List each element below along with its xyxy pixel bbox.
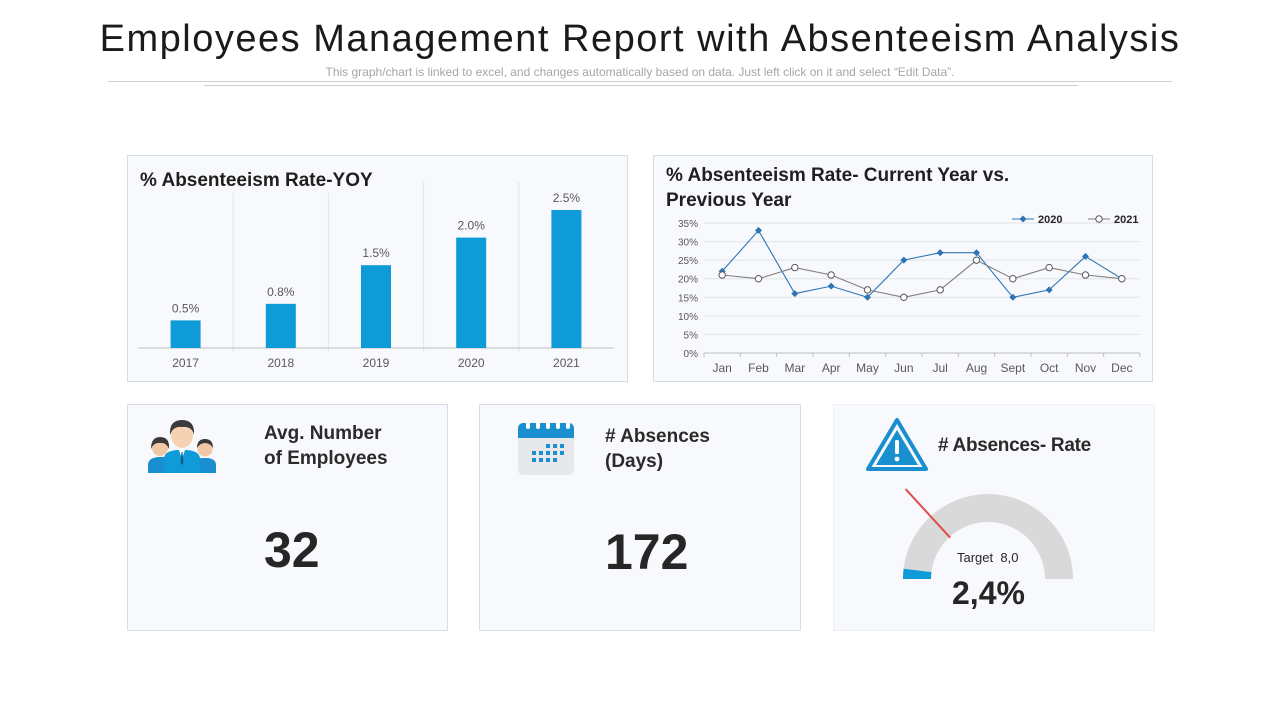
series-2020-point xyxy=(1045,286,1053,294)
series-2021-line xyxy=(722,259,1122,298)
series-2021-point xyxy=(863,286,872,294)
bar-data-label: 0.5% xyxy=(172,301,200,315)
yoy-chart-title: % Absenteeism Rate-YOY xyxy=(140,168,373,193)
absences-kpi-card: # Absences (Days) 172 xyxy=(479,404,801,631)
series-2021-point xyxy=(972,256,981,264)
subtitle-divider xyxy=(204,85,1078,86)
line-x-tick-label: Oct xyxy=(1040,361,1059,375)
gauge-track xyxy=(903,494,1073,579)
series-2020-point xyxy=(1082,252,1089,260)
bar-x-tick-label: 2018 xyxy=(267,356,294,370)
line-y-tick-label: 10% xyxy=(678,312,698,323)
employees-kpi-label-line1: Avg. Number xyxy=(264,423,382,444)
cy-vs-py-line-chart: 0% 5% 10% 15% 20% 25% 30% 35% Jan Feb Mar Apr May Jun… xyxy=(678,214,1141,375)
bar xyxy=(456,237,487,348)
line-y-tick-label: 5% xyxy=(684,330,699,341)
cy-vs-py-title-line1: % Absenteeism Rate- Current Year vs. xyxy=(666,165,1010,186)
page-subtitle: This graph/chart is linked to excel, and… xyxy=(325,65,955,79)
people-icon xyxy=(148,420,216,473)
line-x-tick-label: Jan xyxy=(712,361,731,375)
series-2021-point xyxy=(754,275,763,283)
line-x-tick-label: May xyxy=(856,361,879,375)
series-2021-point xyxy=(936,286,944,294)
line-x-tick-label: Jun xyxy=(894,361,913,375)
series-2020-point xyxy=(864,293,871,301)
line-x-tick-label: Dec xyxy=(1111,361,1132,375)
bar-data-label: 2.0% xyxy=(458,219,486,233)
cy-vs-py-chart-panel: 0% 5% 10% 15% 20% 25% 30% 35% Jan Feb Mar Apr May Jun… xyxy=(653,155,1153,382)
series-2021-point xyxy=(1118,275,1126,283)
line-y-tick-label: 0% xyxy=(684,349,699,360)
series-2020-point xyxy=(973,249,980,257)
bar xyxy=(265,303,296,348)
series-2020-point xyxy=(936,249,944,257)
employees-kpi-label: Avg. Number of Employees xyxy=(264,421,388,471)
bar-x-tick-label: 2020 xyxy=(458,356,485,370)
absences-kpi-label-line2: (Days) xyxy=(605,451,664,472)
yoy-bar-chart: 0.5% 2017 0.8% 2018 1.5% 2019 2.0% 2020 2.5% 2021 xyxy=(138,182,614,370)
yoy-chart-panel: 0.5% 2017 0.8% 2018 1.5% 2019 2.0% 2020 2.5% 2021… xyxy=(127,155,628,382)
line-y-tick-label: 15% xyxy=(678,293,698,304)
series-2020-point xyxy=(791,290,799,298)
series-2020-line xyxy=(721,229,1123,298)
bar-data-label: 1.5% xyxy=(362,246,390,260)
absences-kpi-value: 172 xyxy=(605,524,689,580)
legend-2020-marker xyxy=(1019,215,1027,223)
title-divider xyxy=(108,81,1172,82)
absence-rate-kpi-card: # Absences- Rate Target 8,0 2,4% xyxy=(833,404,1155,631)
line-x-tick-label: Nov xyxy=(1075,361,1096,375)
bar xyxy=(551,210,582,348)
bar-x-tick-label: 2017 xyxy=(172,356,199,370)
line-x-tick-label: Sept xyxy=(1000,361,1025,375)
series-2021-point xyxy=(1081,271,1090,279)
employees-kpi-card: Avg. Number of Employees 32 xyxy=(127,404,448,631)
gauge-value-fill xyxy=(903,568,932,579)
gauge-target-text: Target 8,0 xyxy=(957,550,1019,565)
line-x-tick-label: Aug xyxy=(966,361,987,375)
bar xyxy=(170,320,201,348)
series-2020-point xyxy=(900,256,908,264)
series-2021-point xyxy=(1045,263,1053,272)
bar xyxy=(361,265,391,348)
employees-kpi-value: 32 xyxy=(264,522,320,578)
line-y-tick-label: 35% xyxy=(678,219,698,230)
legend-2020-label: 2020 xyxy=(1038,214,1062,226)
bar-data-label: 0.8% xyxy=(267,285,295,299)
series-2020-point xyxy=(755,226,762,234)
line-y-tick-label: 20% xyxy=(678,275,698,286)
series-2021-point xyxy=(791,263,799,272)
line-x-tick-label: Jul xyxy=(932,361,947,375)
line-y-tick-label: 25% xyxy=(678,256,698,267)
calendar-icon xyxy=(518,419,574,475)
warning-icon xyxy=(866,418,928,471)
series-2021-point xyxy=(827,271,835,279)
series-2020-point xyxy=(1009,293,1017,301)
page-title: Employees Management Report with Absente… xyxy=(99,18,1181,60)
series-2021-point xyxy=(1009,275,1017,283)
legend-2021-marker xyxy=(1095,215,1103,223)
gauge-target-needle xyxy=(904,488,951,539)
series-2021-point xyxy=(900,293,908,301)
line-x-tick-label: Feb xyxy=(748,361,769,375)
line-y-tick-label: 30% xyxy=(678,238,698,249)
line-x-tick-label: Mar xyxy=(784,361,805,375)
absence-rate-kpi-label: # Absences- Rate xyxy=(938,435,1091,456)
bar-x-tick-label: 2021 xyxy=(553,356,580,370)
cy-vs-py-title-line2: Previous Year xyxy=(666,190,792,211)
bar-x-tick-label: 2019 xyxy=(363,356,390,370)
series-2020-point xyxy=(827,282,835,290)
absence-rate-gauge xyxy=(903,488,1073,579)
employees-kpi-label-line2: of Employees xyxy=(264,448,388,469)
cy-vs-py-chart-title: % Absenteeism Rate- Current Year vs. Pre… xyxy=(666,163,1009,213)
legend-2021-label: 2021 xyxy=(1114,214,1138,226)
absences-kpi-label: # Absences (Days) xyxy=(605,424,710,474)
absence-rate-kpi-value: 2,4% xyxy=(952,575,1025,611)
line-x-tick-label: Apr xyxy=(822,361,841,375)
series-2021-point xyxy=(718,271,726,279)
absences-kpi-label-line1: # Absences xyxy=(605,426,710,447)
bar-data-label: 2.5% xyxy=(553,191,581,205)
